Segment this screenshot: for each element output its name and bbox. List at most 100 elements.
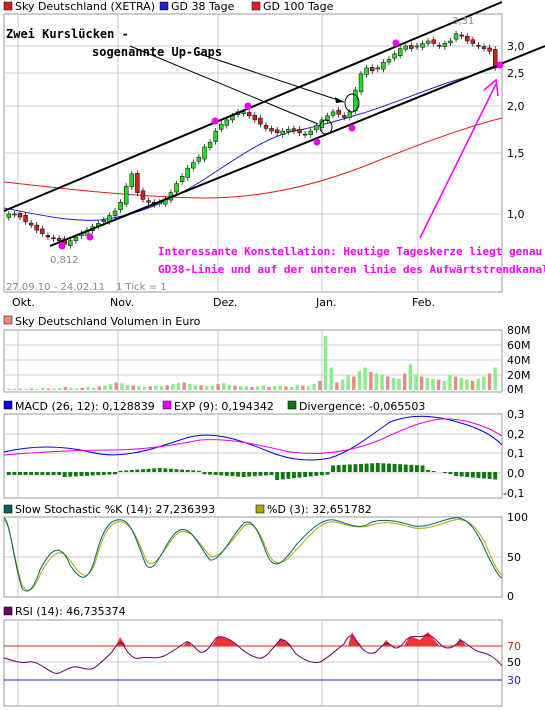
divergence-bar	[68, 472, 73, 477]
stoch-d-legend-swatch	[255, 504, 265, 514]
divergence-bar	[62, 472, 67, 477]
volume-bar	[374, 373, 379, 390]
volume-bar	[222, 383, 226, 390]
divergence-bar	[185, 470, 190, 472]
volume-bar	[210, 385, 215, 390]
rsi-line	[3, 634, 503, 674]
divergence-bar	[381, 463, 386, 472]
volume-bar	[470, 381, 475, 390]
divergence-bar	[40, 472, 45, 475]
stoch-tick-50: 50	[507, 551, 521, 564]
volume-bar	[487, 373, 492, 390]
candle-body	[252, 114, 258, 121]
divergence-bar	[163, 468, 168, 472]
x-axis: Okt. Nov. Dez. Jan. Feb.	[12, 296, 435, 309]
stoch-k-legend-swatch	[3, 504, 13, 514]
legend-gd100-swatch	[251, 1, 261, 11]
volume-bar	[436, 379, 441, 390]
divergence-bar	[426, 470, 431, 472]
volume-legend-swatch	[3, 315, 13, 325]
candle-body	[274, 129, 280, 134]
volume-bar	[261, 385, 266, 390]
month-label-dez: Dez.	[213, 296, 238, 309]
volume-bar	[41, 387, 45, 390]
divergence-bar	[487, 472, 492, 479]
legend-gd100-label: GD 100 Tage	[263, 0, 334, 13]
volume-bar	[137, 386, 141, 390]
divergence-bar	[286, 472, 291, 479]
volume-bar	[91, 387, 96, 390]
candle-body	[258, 117, 263, 125]
high-price-label: 3,31	[452, 16, 474, 27]
divergence-bar	[79, 472, 84, 477]
candle-body	[487, 47, 492, 52]
gap-arrow-1	[129, 45, 319, 125]
divergence-bar	[375, 463, 380, 472]
price-panel: Sky Deutschland (XETRA) GD 38 Tage GD 10…	[3, 0, 545, 293]
volume-bar	[323, 336, 328, 390]
divergence-bar	[129, 470, 134, 472]
divergence-bar	[219, 472, 224, 476]
divergence-bar	[291, 472, 296, 479]
gaps-annotation-line1: Zwei Kurslücken -	[6, 27, 129, 41]
candle-body	[246, 112, 252, 117]
candle-body	[492, 49, 498, 69]
touch-point	[58, 242, 66, 250]
volume-bar	[52, 388, 56, 390]
volume-bar	[369, 372, 373, 390]
candle-body	[263, 125, 269, 129]
volume-bar	[165, 385, 169, 390]
candle-body	[414, 45, 420, 48]
divergence-bar	[364, 463, 369, 472]
macd-frame	[3, 413, 503, 499]
candle-body	[241, 111, 246, 114]
volume-tick-80m: 80M	[507, 324, 531, 337]
candle-body	[40, 228, 45, 234]
candle-body	[51, 237, 56, 240]
trend-touch-points	[58, 39, 504, 250]
volume-bar	[58, 387, 62, 390]
divergence-bar	[493, 472, 498, 480]
volume-bar	[24, 389, 28, 390]
divergence-bar	[196, 470, 201, 472]
candle-body	[196, 156, 202, 162]
volume-bar	[312, 384, 316, 390]
volume-bar	[114, 382, 118, 390]
divergence-bar	[431, 471, 436, 472]
stoch-tick-100: 100	[507, 511, 528, 524]
candle-body	[330, 111, 336, 116]
candle-body	[453, 33, 459, 40]
volume-bar	[108, 384, 113, 390]
legend-gd38-swatch	[159, 1, 169, 11]
candle-body	[68, 240, 73, 246]
volume-bar	[380, 375, 384, 390]
volume-bar	[188, 384, 192, 390]
candle-body	[353, 89, 358, 111]
divergence-bar	[347, 464, 352, 472]
volume-tick-0m: 0M	[507, 383, 524, 396]
divergence-bar	[45, 472, 50, 475]
divergence-bar	[442, 472, 447, 473]
volume-bar	[35, 389, 39, 390]
candle-body	[459, 34, 464, 37]
price-tick-2-0: 2,0	[507, 100, 525, 113]
stoch-k-line	[3, 517, 503, 592]
volume-grid	[4, 330, 502, 392]
divergence-bar	[174, 469, 179, 472]
candle-body	[392, 53, 397, 59]
rsi-overbought-fill	[116, 632, 466, 646]
touch-point	[348, 124, 356, 132]
volume-bar	[346, 375, 350, 390]
divergence-bar	[454, 472, 459, 476]
volume-bar	[442, 381, 446, 390]
volume-bar	[459, 378, 463, 390]
divergence-bar	[353, 464, 358, 472]
divergence-bar	[146, 468, 151, 472]
rsi-label: RSI (14): 46,735374	[15, 605, 126, 618]
touch-point	[496, 61, 504, 69]
candle-body	[409, 45, 414, 49]
rsi-legend-swatch	[3, 606, 13, 616]
divergence-bar	[236, 472, 240, 477]
note-arrowhead	[483, 78, 499, 97]
volume-bar	[352, 376, 356, 390]
